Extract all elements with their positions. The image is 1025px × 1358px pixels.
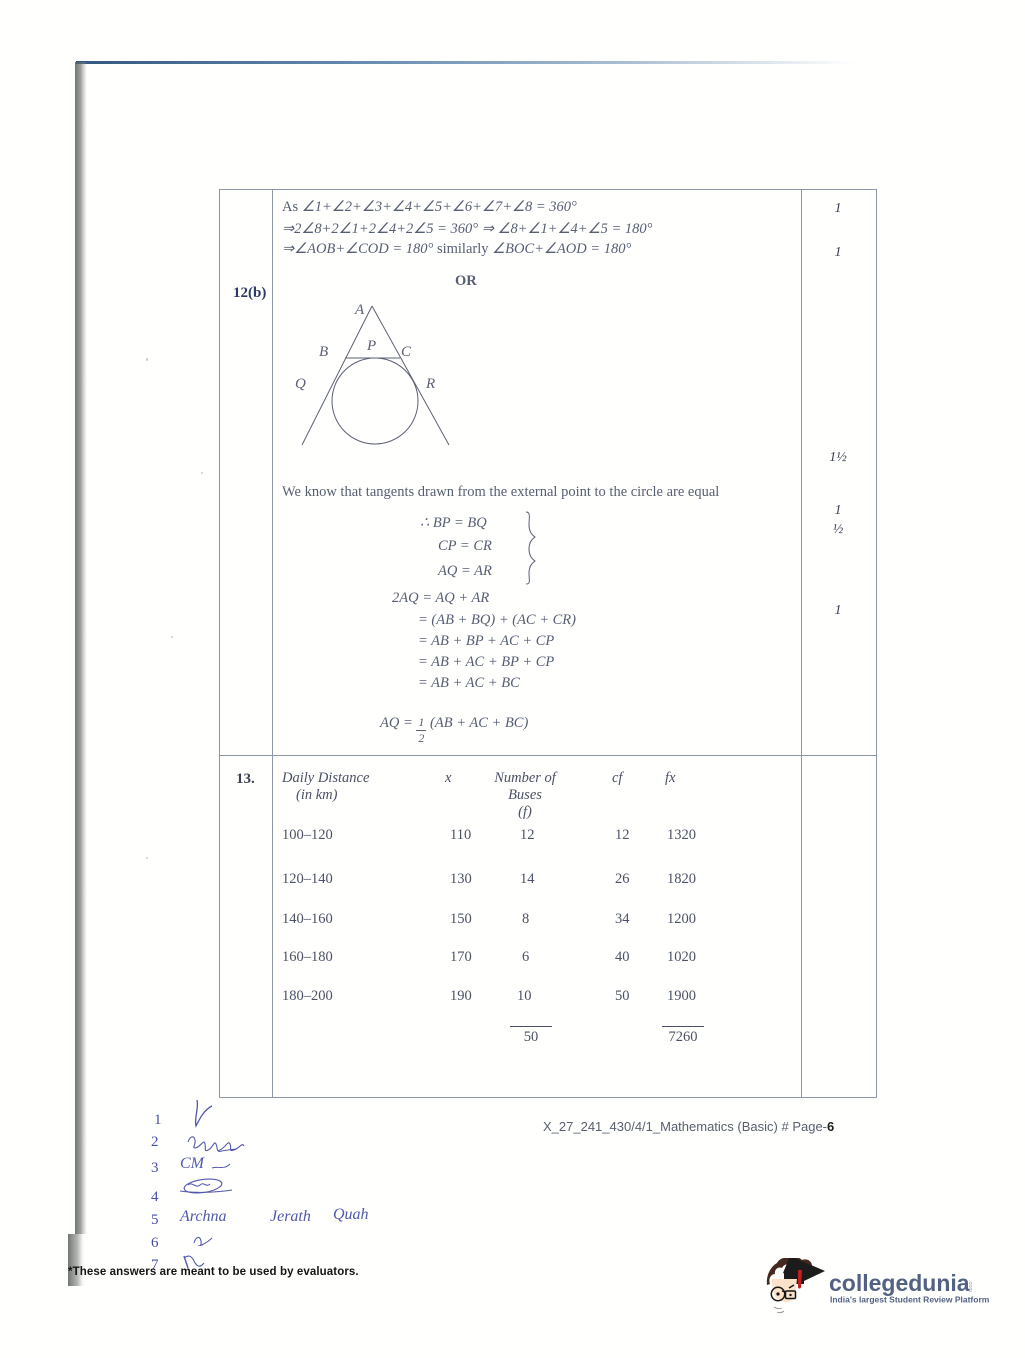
svg-text:A: A bbox=[354, 302, 365, 318]
svg-text:P: P bbox=[366, 338, 376, 354]
svg-text:.com: .com bbox=[967, 1280, 973, 1292]
svg-text:Q: Q bbox=[295, 376, 306, 392]
svg-text:R: R bbox=[425, 376, 435, 392]
svg-text:collegedunia: collegedunia bbox=[829, 1270, 970, 1296]
svg-text:India's largest Student Review: India's largest Student Review Platform bbox=[830, 1295, 990, 1305]
svg-text:Archna: Archna bbox=[179, 1208, 227, 1225]
svg-text:Quah: Quah bbox=[333, 1206, 369, 1223]
svg-text:C: C bbox=[401, 344, 412, 360]
svg-text:B: B bbox=[319, 344, 328, 360]
svg-text:Jerath: Jerath bbox=[270, 1208, 311, 1225]
svg-text:CM: CM bbox=[180, 1155, 206, 1172]
